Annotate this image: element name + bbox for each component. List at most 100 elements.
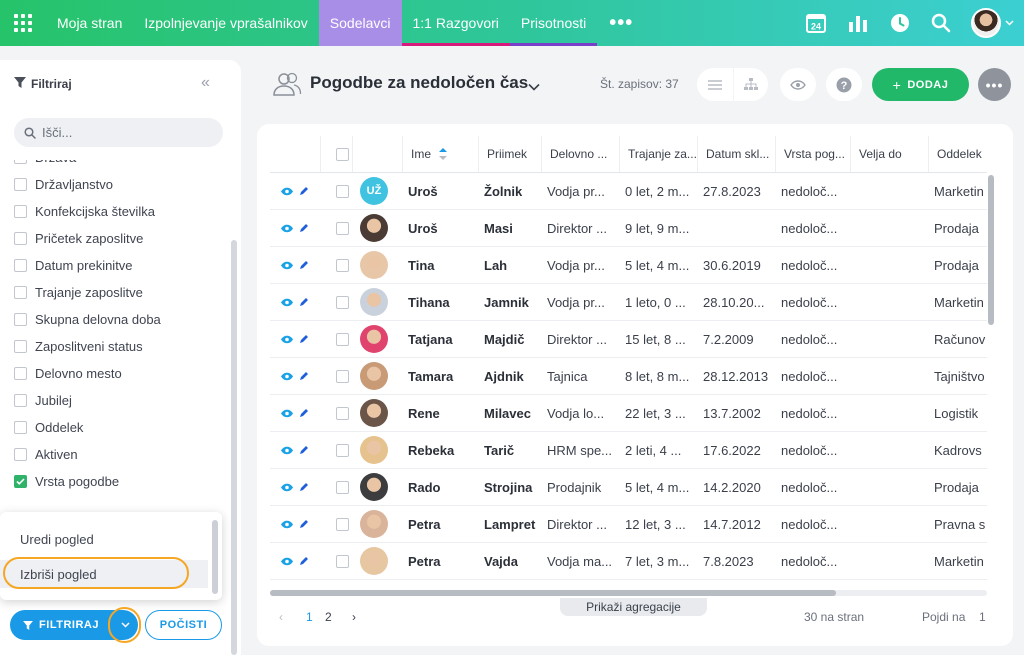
table-row[interactable]: Uroš Masi Direktor ... 9 let, 9 m... nedoloč… <box>270 210 987 247</box>
table-row[interactable]: Tihana Jamnik Vodja pr... 1 leto, 0 ... 28.1… <box>270 284 987 321</box>
view-icon[interactable] <box>280 432 298 468</box>
add-button[interactable]: + DODAJ <box>872 68 969 101</box>
org-chart-view-button[interactable] <box>734 68 768 101</box>
go-to-page-input[interactable]: 1 <box>979 610 986 624</box>
column-header[interactable]: Delovno ... <box>541 136 619 172</box>
column-header[interactable]: Datum skl... <box>697 136 775 172</box>
filter-item[interactable]: Zaposlitveni status <box>14 333 222 360</box>
table-row[interactable]: Tina Lah Vodja pr... 5 let, 4 m... 30.6.2019… <box>270 247 987 284</box>
filter-checkbox[interactable] <box>14 448 27 461</box>
filter-item[interactable]: Aktiven <box>14 441 222 468</box>
filter-item[interactable]: Oddelek <box>14 414 222 441</box>
row-checkbox[interactable] <box>335 295 349 309</box>
view-icon[interactable] <box>280 358 298 394</box>
nav-item-0[interactable]: Moja stran <box>46 0 133 46</box>
list-view-button[interactable] <box>697 68 733 101</box>
filter-search-input[interactable] <box>42 125 212 140</box>
filter-item[interactable]: Državljanstvo <box>14 171 222 198</box>
view-icon[interactable] <box>280 395 298 431</box>
filter-item[interactable]: Konfekcijska številka <box>14 198 222 225</box>
dropdown-scrollbar[interactable] <box>212 520 218 594</box>
table-row[interactable]: Tatjana Majdič Direktor ... 15 let, 8 ... 7.… <box>270 321 987 358</box>
nav-item-4[interactable]: Prisotnosti <box>509 0 598 46</box>
collapse-sidebar-icon[interactable]: « <box>201 74 210 91</box>
row-checkbox[interactable] <box>335 443 349 457</box>
filter-checkbox[interactable] <box>14 259 27 272</box>
row-checkbox[interactable] <box>335 517 349 531</box>
edit-icon[interactable] <box>299 173 313 209</box>
filter-checkbox[interactable] <box>14 367 27 380</box>
nav-more-button[interactable]: ••• <box>609 11 634 34</box>
edit-view-option[interactable]: Uredi pogled <box>20 531 94 547</box>
more-options-button[interactable]: ••• <box>978 68 1011 101</box>
table-horizontal-scrollbar[interactable] <box>270 590 836 596</box>
filter-checkbox[interactable] <box>14 340 27 353</box>
delete-view-option[interactable]: Izbriši pogled <box>0 560 208 588</box>
nav-item-1[interactable]: Izpolnjevanje vprašalnikov <box>133 0 318 46</box>
filter-checkbox[interactable] <box>14 475 27 488</box>
edit-icon[interactable] <box>299 469 313 505</box>
row-checkbox[interactable] <box>335 258 349 272</box>
filter-checkbox[interactable] <box>14 421 27 434</box>
table-row[interactable]: UŽ Uroš Žolnik Vodja pr... 0 let, 2 m... 27.8… <box>270 173 987 210</box>
filter-checkbox[interactable] <box>14 232 27 245</box>
view-icon[interactable] <box>280 321 298 357</box>
edit-icon[interactable] <box>299 506 313 542</box>
view-icon[interactable] <box>280 247 298 283</box>
table-row[interactable]: Petra Vajda Vodja ma... 7 let, 3 m... 7.8.20… <box>270 543 987 580</box>
visibility-button[interactable] <box>780 68 816 101</box>
bar-chart-icon[interactable] <box>847 12 869 34</box>
column-header[interactable]: Ime <box>402 136 478 172</box>
filter-item[interactable]: Trajanje zaposlitve <box>14 279 222 306</box>
edit-icon[interactable] <box>299 247 313 283</box>
clock-icon[interactable] <box>889 12 911 34</box>
select-all-checkbox[interactable] <box>335 147 349 161</box>
view-icon[interactable] <box>280 173 298 209</box>
column-header[interactable]: Trajanje za... <box>619 136 697 172</box>
edit-icon[interactable] <box>299 395 313 431</box>
calendar-icon[interactable]: 24 <box>805 12 827 34</box>
filter-checkbox[interactable] <box>14 394 27 407</box>
filter-checkbox[interactable] <box>14 160 27 164</box>
filter-checkbox[interactable] <box>14 178 27 191</box>
table-row[interactable]: Rado Strojina Prodajnik 5 let, 4 m... 14.2.2… <box>270 469 987 506</box>
filter-item[interactable]: Delovno mesto <box>14 360 222 387</box>
nav-item-3[interactable]: 1:1 Razgovori <box>401 0 510 46</box>
row-checkbox[interactable] <box>335 369 349 383</box>
filter-item[interactable]: Skupna delovna doba <box>14 306 222 333</box>
filter-item[interactable]: Jubilej <box>14 387 222 414</box>
filter-checkbox[interactable] <box>14 205 27 218</box>
filter-options-toggle[interactable] <box>112 610 138 640</box>
column-header[interactable]: Priimek <box>478 136 541 172</box>
edit-icon[interactable] <box>299 284 313 320</box>
filter-item[interactable]: Datum prekinitve <box>14 252 222 279</box>
view-icon[interactable] <box>280 543 298 579</box>
filter-checkbox[interactable] <box>14 286 27 299</box>
row-checkbox[interactable] <box>335 184 349 198</box>
row-checkbox[interactable] <box>335 221 349 235</box>
view-icon[interactable] <box>280 210 298 246</box>
sort-icon[interactable] <box>439 148 448 160</box>
filter-item[interactable]: Država <box>14 160 222 171</box>
filter-checkbox[interactable] <box>14 313 27 326</box>
prev-page-icon[interactable]: ‹ <box>279 610 283 624</box>
edit-icon[interactable] <box>299 543 313 579</box>
page-1-link[interactable]: 1 <box>306 610 313 624</box>
row-checkbox[interactable] <box>335 332 349 346</box>
sidebar-scrollbar[interactable] <box>231 240 237 655</box>
page-2-link[interactable]: 2 <box>325 610 332 624</box>
table-row[interactable]: Rebeka Tarič HRM spe... 2 leti, 4 ... 17.6.2… <box>270 432 987 469</box>
column-header[interactable]: Oddelek <box>928 136 987 172</box>
clear-button[interactable]: POČISTI <box>145 610 222 640</box>
row-checkbox[interactable] <box>335 554 349 568</box>
search-icon[interactable] <box>931 13 951 33</box>
next-page-icon[interactable]: › <box>352 610 356 624</box>
table-row[interactable]: Tamara Ajdnik Tajnica 8 let, 8 m... 28.12.20… <box>270 358 987 395</box>
column-header[interactable]: Vrsta pog... <box>775 136 850 172</box>
view-icon[interactable] <box>280 284 298 320</box>
nav-item-2[interactable]: Sodelavci <box>318 0 402 46</box>
table-row[interactable]: Petra Lampret Direktor ... 12 let, 3 ... 14.… <box>270 506 987 543</box>
filter-item[interactable]: Pričetek zaposlitve <box>14 225 222 252</box>
filter-button[interactable]: FILTRIRAJ <box>10 610 112 640</box>
view-icon[interactable] <box>280 469 298 505</box>
